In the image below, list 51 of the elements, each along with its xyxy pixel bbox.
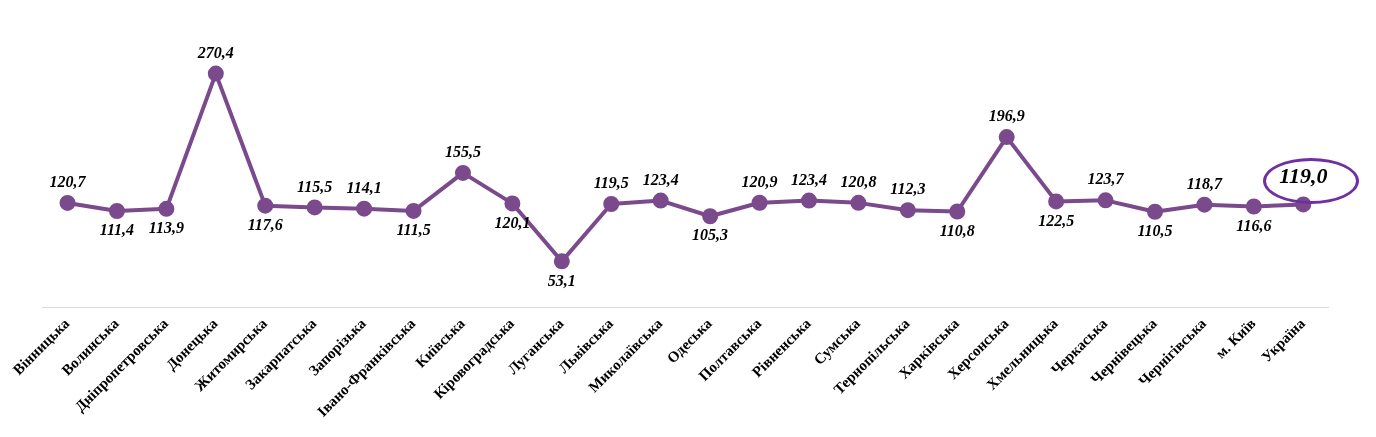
data-label: 115,5 (297, 177, 333, 195)
point (553, 253, 570, 270)
point (59, 194, 76, 211)
point (1245, 198, 1262, 215)
data-label: 110,5 (1137, 221, 1173, 239)
data-label: 123,4 (790, 170, 827, 188)
point (603, 195, 620, 212)
point (652, 192, 669, 209)
point (356, 200, 373, 217)
data-label: 120,7 (49, 173, 87, 191)
data-label: 120,9 (741, 172, 778, 190)
data-label: 155,5 (444, 143, 481, 161)
data-label: 105,3 (692, 226, 729, 244)
data-label: 270,4 (196, 43, 234, 61)
data-label: 119,0 (1279, 163, 1328, 189)
point (306, 199, 323, 216)
point (949, 203, 966, 220)
point (454, 164, 471, 181)
data-label: 196,9 (988, 107, 1025, 125)
point (504, 195, 521, 212)
data-label: 110,8 (939, 221, 975, 239)
data-label: 120,8 (840, 173, 877, 190)
data-label: 114,1 (346, 178, 382, 196)
data-label: 123,7 (1087, 170, 1125, 188)
point (1146, 203, 1163, 220)
point (405, 202, 422, 219)
point (702, 208, 719, 225)
data-label: 112,3 (890, 180, 926, 198)
point (108, 202, 125, 219)
data-label: 113,9 (148, 218, 184, 236)
point (1097, 192, 1114, 209)
point (1196, 196, 1213, 213)
point (257, 197, 274, 214)
data-label: 117,6 (247, 215, 283, 233)
point (1048, 193, 1065, 210)
data-label: 120,1 (494, 213, 531, 231)
point (998, 129, 1015, 146)
data-label: 118,7 (1186, 174, 1223, 192)
point (800, 192, 817, 209)
data-label: 119,5 (593, 174, 629, 192)
point (158, 200, 175, 217)
data-label: 111,4 (99, 221, 135, 239)
point (850, 194, 867, 211)
data-label: 122,5 (1038, 211, 1075, 229)
point (899, 202, 916, 219)
data-label: 111,5 (396, 221, 431, 239)
data-label: 53,1 (547, 271, 576, 289)
data-label: 123,4 (642, 170, 679, 188)
data-label: 116,6 (1236, 216, 1272, 234)
point (751, 194, 768, 211)
point (207, 65, 224, 82)
